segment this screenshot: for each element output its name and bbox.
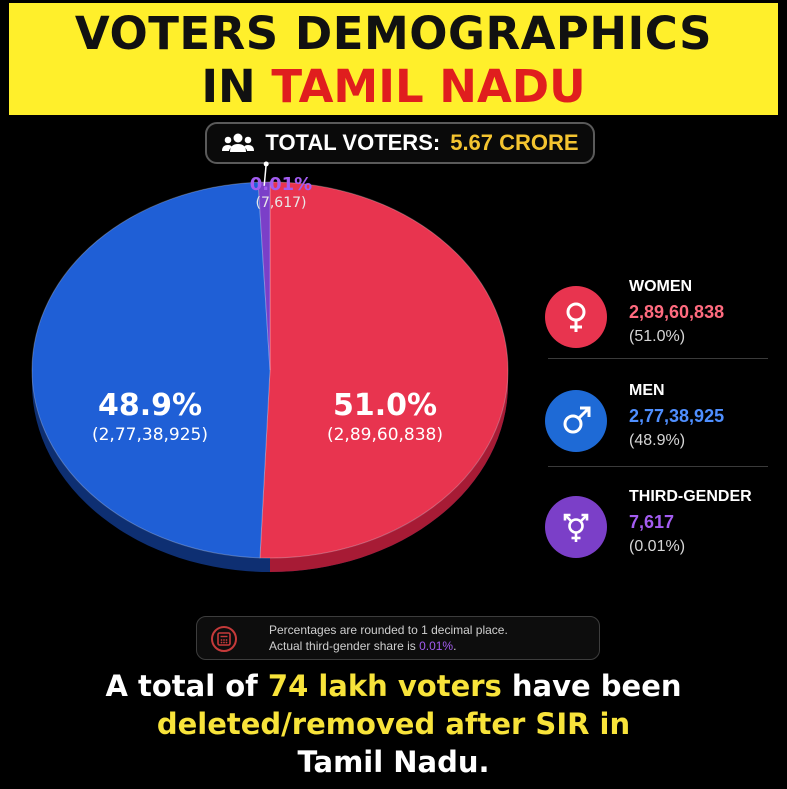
bottom-caption: A total of 74 lakh voters have been dele… [0,665,787,789]
third-gender-callout: 0.01% (7,617) [236,174,326,211]
caption-line-1-prefix: A total of [105,669,268,703]
pie-chart [31,161,509,572]
note-line-1: Percentages are rounded to 1 decimal pla… [269,623,508,637]
legend-women-count: 2,89,60,838 [629,302,725,322]
women-slice-label: 51.0% (2,89,60,838) [300,388,470,445]
note-highlight: 0.01% [419,639,454,653]
note-line-2-prefix: Actual third-gender share is [269,639,420,653]
note-line-2: Actual third-gender share is 0.01%. [269,639,456,653]
legend-item-third-gender: THIRD-GENDER 7,617 (0.01%) [545,488,770,578]
women-pct-label: 51.0% [332,388,438,423]
title-line-2-prefix: IN [201,60,272,113]
legend-third-gender-share: (0.01%) [629,538,686,555]
third-gender-pct-label: 0.01% [249,174,313,195]
legend-divider [548,466,768,467]
note-line-2-suffix: . [453,639,457,653]
legend-divider [548,358,768,359]
legend-women-share: (51.0%) [629,328,686,345]
third-gender-leader-line [263,163,267,186]
calculator-icon [211,626,237,652]
legend-men-count: 2,77,38,925 [629,406,725,426]
legend-women-name: WOMEN [629,278,693,295]
men-pct-label: 48.9% [97,388,203,423]
male-icon [545,390,607,452]
caption-line-2: deleted/removed after SIR in [156,707,631,741]
rounding-note: Percentages are rounded to 1 decimal pla… [196,616,600,660]
legend-men-name: MEN [629,382,665,399]
female-icon [545,286,607,348]
legend-item-men: MEN 2,77,38,925 (48.9%) [545,382,770,472]
total-voters-value: 5.67 CRORE [450,130,579,155]
caption-line-1-suffix: have been [501,669,682,703]
people-icon [222,133,255,152]
caption-line-3: Tamil Nadu. [297,745,490,779]
transgender-icon [545,496,607,558]
caption-line-1: A total of 74 lakh voters have been [0,669,787,703]
title-line-1: VOTERS DEMOGRAPHICS [74,7,713,60]
women-slice [259,181,509,559]
title-highlight: TAMIL NADU [271,60,586,113]
men-slice [31,181,271,559]
men-count-label: (2,77,38,925) [91,425,208,445]
total-voters-pill: TOTAL VOTERS: 5.67 CRORE [205,122,595,164]
total-voters-label: TOTAL VOTERS: [265,130,441,155]
men-slice-label: 48.9% (2,77,38,925) [70,388,230,445]
legend-third-gender-name: THIRD-GENDER [629,488,752,505]
third-gender-count-label: (7,617) [255,195,307,211]
title-line-2: IN TAMIL NADU [9,60,778,113]
third-gender-leader-dot [263,161,269,167]
women-count-label: (2,89,60,838) [326,425,443,445]
caption-highlight: 74 lakh voters [267,669,502,703]
legend-item-women: WOMEN 2,89,60,838 (51.0%) [545,278,770,368]
legend-men-share: (48.9%) [629,432,686,449]
title-banner: VOTERS DEMOGRAPHICS IN TAMIL NADU [6,0,781,118]
legend-third-gender-count: 7,617 [629,512,675,532]
